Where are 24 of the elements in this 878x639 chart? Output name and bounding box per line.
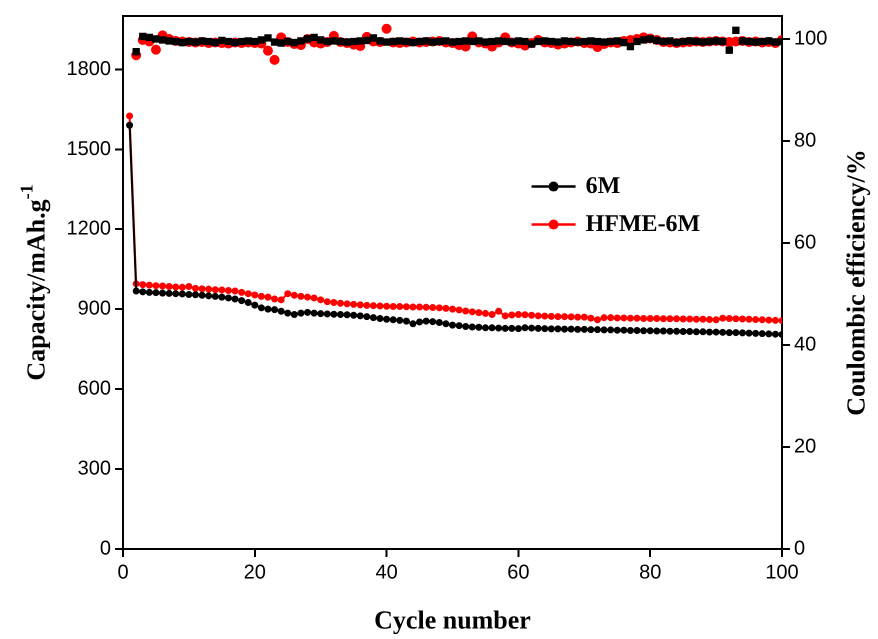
y-tick-label: 1800 xyxy=(66,58,111,80)
x-tick-label: 80 xyxy=(639,562,662,584)
x-axis-title: Cycle number xyxy=(374,606,531,635)
y-tick-label: 600 xyxy=(78,378,111,400)
y2-tick-label: 20 xyxy=(794,436,816,458)
x-tick-label: 100 xyxy=(765,562,799,584)
x-tick-label: 60 xyxy=(507,562,530,584)
x-tick-label: 0 xyxy=(117,562,129,584)
legend-label: HFME-6M xyxy=(586,210,700,237)
y-tick-label: 1200 xyxy=(66,218,111,240)
legend-label: 6M xyxy=(586,172,620,199)
y-tick-label: 300 xyxy=(78,458,111,480)
y2-tick-label: 100 xyxy=(794,27,828,50)
y2-tick-label: 0 xyxy=(794,538,806,560)
y-tick-label: 0 xyxy=(100,538,111,560)
x-tick-label: 40 xyxy=(375,562,398,584)
y-tick-label: 900 xyxy=(78,298,111,320)
x-tick-label: 20 xyxy=(244,562,266,584)
y2-tick-label: 60 xyxy=(794,231,816,254)
y-axis-title: Capacity/mAh.g-1 xyxy=(16,184,51,381)
y2-axis-title: Coulombic efficiency/% xyxy=(842,149,871,416)
y-tick-label: 1500 xyxy=(66,138,111,160)
y2-tick-label: 80 xyxy=(794,129,816,152)
y2-tick-label: 40 xyxy=(794,333,816,356)
